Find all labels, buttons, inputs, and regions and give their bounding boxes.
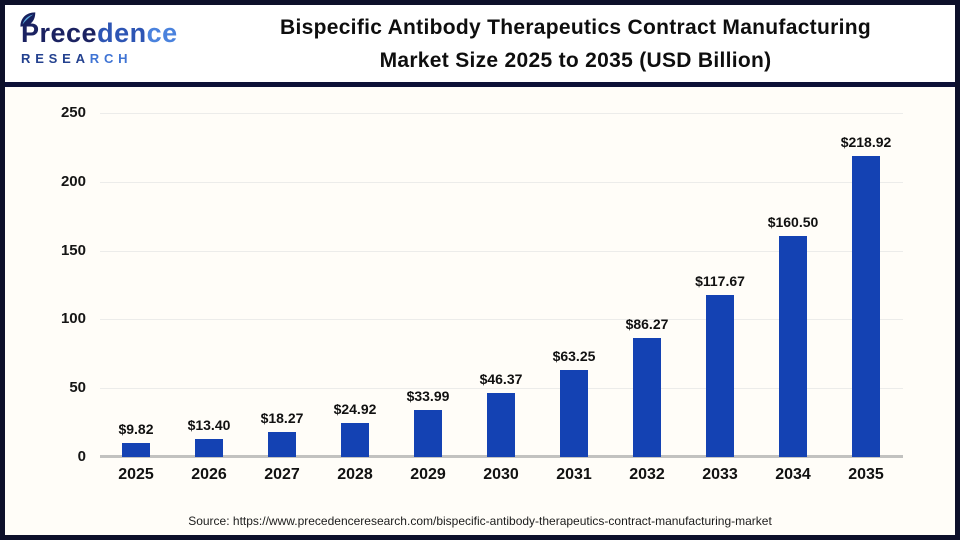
logo-subtitle-part2: RCH bbox=[89, 50, 133, 66]
logo-subtitle: RESEARCH bbox=[21, 51, 178, 66]
y-tick-100: 100 bbox=[60, 310, 86, 327]
bar-value-2031: $63.25 bbox=[552, 348, 596, 364]
bar-2032 bbox=[633, 338, 661, 457]
y-tick-250: 250 bbox=[60, 104, 86, 121]
source-text: Source: https://www.precedenceresearch.c… bbox=[188, 514, 772, 528]
bar-2026 bbox=[195, 439, 223, 457]
bar-value-2034: $160.50 bbox=[767, 214, 819, 230]
y-tick-50: 50 bbox=[69, 379, 86, 396]
bar-2033 bbox=[706, 295, 734, 457]
y-tick-200: 200 bbox=[60, 173, 86, 190]
bar-value-2030: $46.37 bbox=[479, 371, 523, 387]
leaf-icon bbox=[20, 12, 36, 27]
bar-value-2025: $9.82 bbox=[118, 421, 154, 437]
y-tick-150: 150 bbox=[60, 242, 86, 259]
gridline-100 bbox=[100, 319, 903, 320]
bar-2035 bbox=[852, 156, 880, 457]
x-label-2026: 2026 bbox=[191, 466, 227, 483]
bar-2025 bbox=[122, 443, 150, 457]
x-label-2028: 2028 bbox=[337, 466, 373, 483]
bar-value-2028: $24.92 bbox=[333, 401, 377, 417]
chart-title: Bispecific Antibody Therapeutics Contrac… bbox=[206, 11, 955, 77]
bar-2027 bbox=[268, 432, 296, 457]
bar-2029 bbox=[414, 410, 442, 457]
precedence-research-logo: Precedence RESEARCH bbox=[5, 12, 206, 67]
x-label-2032: 2032 bbox=[629, 466, 665, 483]
x-label-2031: 2031 bbox=[556, 466, 592, 483]
bar-2031 bbox=[560, 370, 588, 457]
bar-2034 bbox=[779, 236, 807, 457]
gridline-250 bbox=[100, 113, 903, 114]
chart-title-line2: Market Size 2025 to 2035 (USD Billion) bbox=[379, 48, 772, 72]
x-label-2030: 2030 bbox=[483, 466, 519, 483]
logo-name-part2: den bbox=[97, 18, 147, 49]
x-label-2029: 2029 bbox=[410, 466, 446, 483]
logo-name-part1: Prece bbox=[21, 18, 98, 49]
gridline-200 bbox=[100, 182, 903, 183]
y-tick-0: 0 bbox=[77, 448, 86, 465]
gridline-150 bbox=[100, 251, 903, 252]
bar-2028 bbox=[341, 423, 369, 457]
x-label-2035: 2035 bbox=[848, 466, 884, 483]
bar-2030 bbox=[487, 393, 515, 457]
bar-value-2032: $86.27 bbox=[625, 316, 669, 332]
bar-value-2029: $33.99 bbox=[406, 388, 450, 404]
logo-name-part3: ce bbox=[146, 18, 178, 49]
x-label-2034: 2034 bbox=[775, 466, 811, 483]
chart-title-line1: Bispecific Antibody Therapeutics Contrac… bbox=[280, 15, 871, 39]
x-label-2033: 2033 bbox=[702, 466, 738, 483]
header-divider bbox=[0, 82, 960, 87]
gridline-50 bbox=[100, 388, 903, 389]
bar-value-2026: $13.40 bbox=[187, 417, 231, 433]
x-label-2027: 2027 bbox=[264, 466, 300, 483]
bar-value-2035: $218.92 bbox=[840, 134, 892, 150]
header: Precedence RESEARCH Bispecific Antibody … bbox=[5, 5, 955, 82]
logo-subtitle-part1: RESEA bbox=[21, 50, 90, 66]
bar-value-2033: $117.67 bbox=[695, 273, 745, 289]
logo-name: Precedence bbox=[21, 19, 178, 47]
x-label-2025: 2025 bbox=[118, 466, 154, 483]
bar-value-2027: $18.27 bbox=[260, 410, 304, 426]
